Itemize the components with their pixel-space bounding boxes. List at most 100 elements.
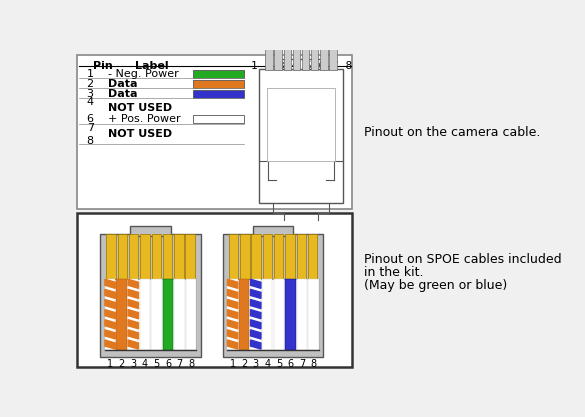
Bar bbox=[193, 116, 243, 123]
Text: 6: 6 bbox=[165, 359, 171, 369]
Bar bbox=[193, 70, 243, 78]
Bar bbox=[193, 90, 243, 98]
Text: 4: 4 bbox=[142, 359, 148, 369]
Bar bbox=[106, 234, 116, 279]
Bar bbox=[151, 279, 161, 349]
Bar bbox=[308, 234, 317, 279]
Bar bbox=[193, 80, 243, 88]
Bar bbox=[253, 226, 293, 236]
Bar bbox=[140, 234, 150, 279]
Bar bbox=[229, 234, 238, 279]
Bar bbox=[152, 234, 161, 279]
Text: 1: 1 bbox=[107, 359, 113, 369]
Polygon shape bbox=[250, 289, 261, 299]
Polygon shape bbox=[128, 320, 139, 329]
Text: 4: 4 bbox=[264, 359, 270, 369]
Text: 3: 3 bbox=[87, 89, 94, 99]
Polygon shape bbox=[250, 340, 261, 349]
Text: Data: Data bbox=[108, 89, 137, 99]
Polygon shape bbox=[105, 330, 115, 339]
Bar bbox=[105, 279, 115, 349]
Polygon shape bbox=[105, 299, 115, 309]
Polygon shape bbox=[128, 330, 139, 339]
Bar bbox=[311, 47, 318, 70]
Text: 1 2 3 4 5 6 7 8: 1 2 3 4 5 6 7 8 bbox=[252, 61, 353, 71]
Bar bbox=[259, 68, 343, 203]
Polygon shape bbox=[250, 330, 261, 339]
Text: (May be green or blue): (May be green or blue) bbox=[364, 279, 507, 292]
Polygon shape bbox=[128, 309, 139, 319]
Bar bbox=[223, 234, 324, 357]
Polygon shape bbox=[128, 279, 139, 288]
Text: 5: 5 bbox=[276, 359, 282, 369]
Text: Pin: Pin bbox=[92, 61, 112, 71]
Bar bbox=[129, 234, 139, 279]
Text: Label: Label bbox=[135, 61, 168, 71]
Bar bbox=[320, 47, 328, 70]
Bar bbox=[163, 234, 172, 279]
Bar bbox=[274, 234, 283, 279]
Bar bbox=[263, 234, 272, 279]
Bar bbox=[285, 279, 295, 349]
Bar bbox=[186, 279, 197, 349]
Bar bbox=[77, 55, 352, 209]
Bar bbox=[174, 234, 184, 279]
Bar bbox=[285, 234, 295, 279]
Bar bbox=[297, 279, 307, 349]
Polygon shape bbox=[105, 289, 115, 299]
Bar bbox=[128, 279, 139, 349]
Bar bbox=[267, 88, 335, 161]
Bar bbox=[266, 47, 273, 70]
Bar bbox=[250, 279, 261, 349]
Text: 6: 6 bbox=[287, 359, 294, 369]
Bar bbox=[163, 279, 173, 349]
Text: 2: 2 bbox=[87, 79, 94, 89]
Polygon shape bbox=[228, 309, 238, 319]
Bar bbox=[228, 279, 319, 349]
Text: NOT USED: NOT USED bbox=[108, 103, 172, 113]
Text: 7: 7 bbox=[87, 123, 94, 133]
Text: 3: 3 bbox=[130, 359, 136, 369]
Text: NOT USED: NOT USED bbox=[108, 129, 172, 139]
Polygon shape bbox=[128, 289, 139, 299]
Polygon shape bbox=[228, 279, 238, 288]
Polygon shape bbox=[128, 299, 139, 309]
Bar bbox=[116, 279, 127, 349]
Bar bbox=[262, 279, 273, 349]
Polygon shape bbox=[250, 320, 261, 329]
Text: 5: 5 bbox=[153, 359, 160, 369]
Bar bbox=[130, 226, 171, 236]
Bar bbox=[185, 234, 195, 279]
Text: 8: 8 bbox=[87, 136, 94, 146]
Bar bbox=[240, 234, 250, 279]
Bar bbox=[228, 279, 238, 349]
Polygon shape bbox=[228, 289, 238, 299]
Bar bbox=[329, 47, 336, 70]
Polygon shape bbox=[250, 299, 261, 309]
Bar bbox=[100, 234, 201, 357]
Polygon shape bbox=[228, 340, 238, 349]
Text: 3: 3 bbox=[253, 359, 259, 369]
Polygon shape bbox=[128, 340, 139, 349]
Text: Pinout on the camera cable.: Pinout on the camera cable. bbox=[364, 126, 540, 139]
Text: 8: 8 bbox=[188, 359, 194, 369]
Text: 1: 1 bbox=[229, 359, 236, 369]
Bar bbox=[140, 279, 150, 349]
Text: 7: 7 bbox=[299, 359, 305, 369]
Text: 2: 2 bbox=[119, 359, 125, 369]
Bar bbox=[239, 279, 249, 349]
Bar bbox=[292, 47, 300, 70]
Text: Data: Data bbox=[108, 79, 137, 89]
Polygon shape bbox=[228, 320, 238, 329]
Bar bbox=[302, 47, 309, 70]
Bar bbox=[284, 47, 291, 70]
Polygon shape bbox=[228, 330, 238, 339]
Polygon shape bbox=[105, 309, 115, 319]
Bar bbox=[274, 47, 282, 70]
Polygon shape bbox=[228, 299, 238, 309]
Bar bbox=[276, 58, 326, 69]
Text: Pinout on SPOE cables included: Pinout on SPOE cables included bbox=[364, 253, 562, 266]
Text: 7: 7 bbox=[177, 359, 183, 369]
Text: in the kit.: in the kit. bbox=[364, 266, 424, 279]
Text: 1: 1 bbox=[87, 69, 94, 79]
